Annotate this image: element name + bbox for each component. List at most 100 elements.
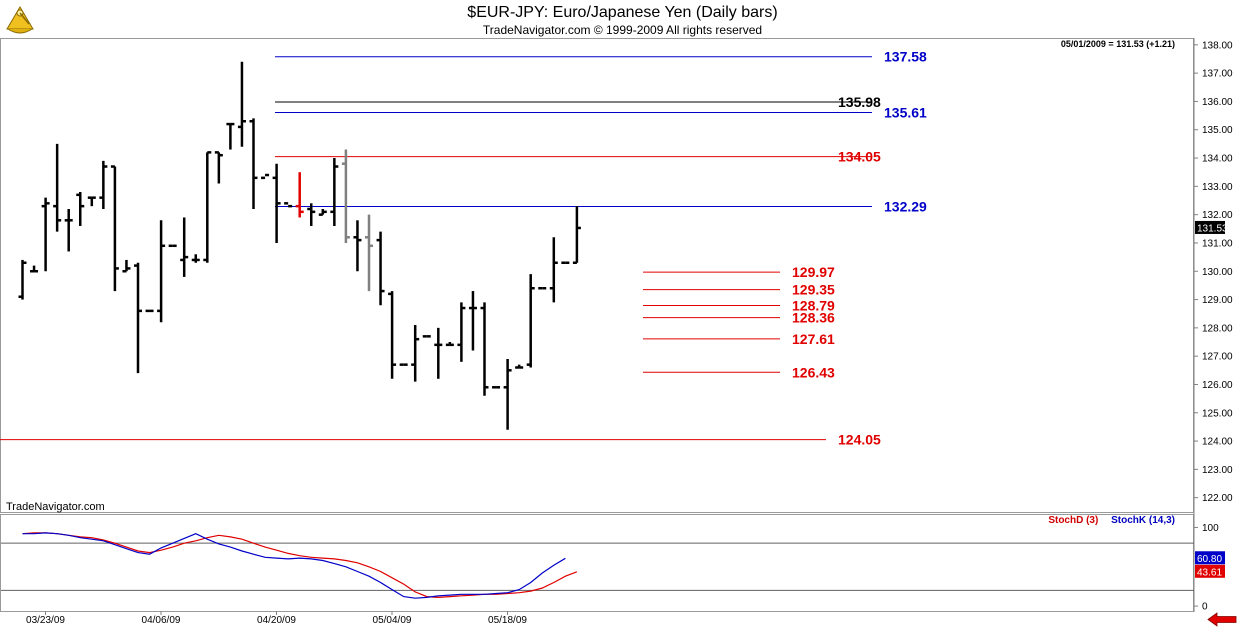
y-tick-label: 137.00	[1202, 69, 1233, 80]
y-tick-label: 128.00	[1202, 323, 1233, 334]
ohlc-bar	[572, 206, 581, 265]
stochk-value-tag-bg	[1195, 551, 1225, 565]
ohlc-bar	[353, 220, 362, 272]
y-tick-label: 132.00	[1202, 210, 1233, 221]
ohlc-bar	[434, 327, 443, 379]
x-tick-label: 05/18/09	[488, 615, 527, 626]
y-tick-label: 134.00	[1202, 154, 1233, 165]
ohlc-bar	[341, 149, 350, 243]
x-axis: 03/23/09 04/06/09 04/20/09 05/04/09 05/18/09	[26, 611, 527, 626]
stoch-panel-frame	[0, 514, 1194, 612]
stoch-y-tick-label: 100	[1202, 523, 1219, 534]
ohlc-bar	[76, 192, 85, 226]
last-price-tag: 131.53	[1197, 223, 1228, 234]
ohlc-bar	[503, 358, 512, 430]
ohlc-bar	[376, 231, 385, 306]
y-tick-label: 123.00	[1202, 465, 1233, 476]
stoch-y-tick-label: 0	[1202, 602, 1208, 613]
ohlc-bar	[41, 197, 50, 272]
ohlc-bar	[30, 265, 39, 273]
y-tick-label: 138.00	[1202, 40, 1233, 51]
y-tick-label: 136.00	[1202, 97, 1233, 108]
level-label: 127.61	[792, 331, 835, 347]
ohlc-bar	[445, 342, 454, 347]
legend-stochk: StochK (14,3)	[1111, 515, 1175, 526]
ohlc-bar	[272, 163, 281, 243]
stoch-legend: StochD (3) StochK (14,3)	[1048, 515, 1175, 526]
ohlc-bar	[99, 160, 108, 209]
ohlc-bar	[295, 172, 304, 218]
y-tick-label: 130.00	[1202, 267, 1233, 278]
y-tick-label: 127.00	[1202, 352, 1233, 363]
axis-value-tags: 131.53 60.80 43.61	[1195, 220, 1228, 578]
level-label: 132.29	[884, 198, 927, 214]
last-quote-readout: 05/01/2009 = 131.53 (+1.21)	[1060, 39, 1175, 49]
ohlc-bar	[87, 196, 96, 207]
watermark-text: TradeNavigator.com	[6, 501, 105, 513]
ohlc-bar	[226, 122, 235, 150]
ohlc-bar	[53, 143, 62, 232]
ohlc-bar	[191, 254, 200, 263]
level-label: 128.36	[792, 310, 835, 326]
ohlc-bar	[214, 151, 223, 184]
level-label: 135.61	[884, 104, 927, 120]
stochd-line	[22, 532, 578, 599]
level-label: 129.35	[792, 282, 835, 298]
ohlc-bar	[365, 214, 373, 292]
last-price-tag-bg	[1195, 220, 1225, 234]
ohlc-bar	[284, 202, 293, 208]
ohlc-bar	[330, 158, 339, 226]
ohlc-bar	[64, 208, 73, 252]
ohlc-bar	[526, 274, 535, 368]
legend-stochd: StochD (3)	[1048, 515, 1099, 526]
ohlc-bar	[134, 262, 142, 374]
ohlc-bar	[110, 165, 119, 292]
ohlc-bar	[318, 208, 327, 216]
ohlc-bar	[122, 259, 131, 273]
ohlc-bar	[18, 259, 27, 300]
stochd-value-tag-bg	[1195, 564, 1225, 578]
level-label: 126.43	[792, 364, 835, 380]
ohlc-bar	[549, 237, 558, 303]
stochd-value-tag: 43.61	[1197, 567, 1222, 578]
x-tick-label: 03/23/09	[26, 615, 65, 626]
ohlc-bar	[261, 173, 270, 180]
y-tick-label: 126.00	[1202, 380, 1233, 391]
chart-title: $EUR-JPY: Euro/Japanese Yen (Daily bars)	[467, 4, 778, 21]
ohlc-bars	[18, 61, 581, 430]
level-label: 137.58	[884, 49, 927, 65]
chart-subtitle: TradeNavigator.com © 1999-2009 All right…	[482, 23, 763, 37]
y-tick-label: 129.00	[1202, 295, 1233, 306]
ohlc-bar	[457, 302, 466, 362]
y-tick-label: 122.00	[1202, 493, 1233, 504]
scroll-left-arrow-icon[interactable]	[1207, 612, 1237, 627]
sextant-logo-icon	[4, 4, 36, 38]
y-tick-label: 125.00	[1202, 408, 1233, 419]
x-tick-label: 04/06/09	[142, 615, 181, 626]
y-tick-label: 133.00	[1202, 182, 1233, 193]
stochastic-lines	[22, 532, 578, 599]
y-tick-label: 135.00	[1202, 125, 1233, 136]
ohlc-bar	[411, 325, 420, 382]
level-label: 124.05	[838, 432, 881, 448]
level-label: 128.79	[792, 298, 835, 314]
y-tick-label: 131.00	[1202, 238, 1233, 249]
level-label: 134.05	[838, 149, 881, 165]
x-tick-label: 05/04/09	[373, 615, 412, 626]
ohlc-bar	[203, 151, 212, 263]
ohlc-bar	[180, 217, 189, 277]
ohlc-bar	[249, 118, 258, 209]
y-tick-label: 124.00	[1202, 437, 1233, 448]
ohlc-bar	[480, 302, 489, 396]
stoch-y-axis: 0 100	[1, 523, 1219, 613]
ohlc-bar	[468, 291, 477, 351]
ohlc-bar	[307, 203, 316, 226]
price-panel-frame	[0, 38, 1194, 513]
stochk-line	[22, 532, 566, 599]
ohlc-bar	[237, 61, 246, 147]
x-tick-label: 04/20/09	[257, 615, 296, 626]
ohlc-bar	[388, 291, 397, 379]
ohlc-bar	[515, 364, 524, 369]
